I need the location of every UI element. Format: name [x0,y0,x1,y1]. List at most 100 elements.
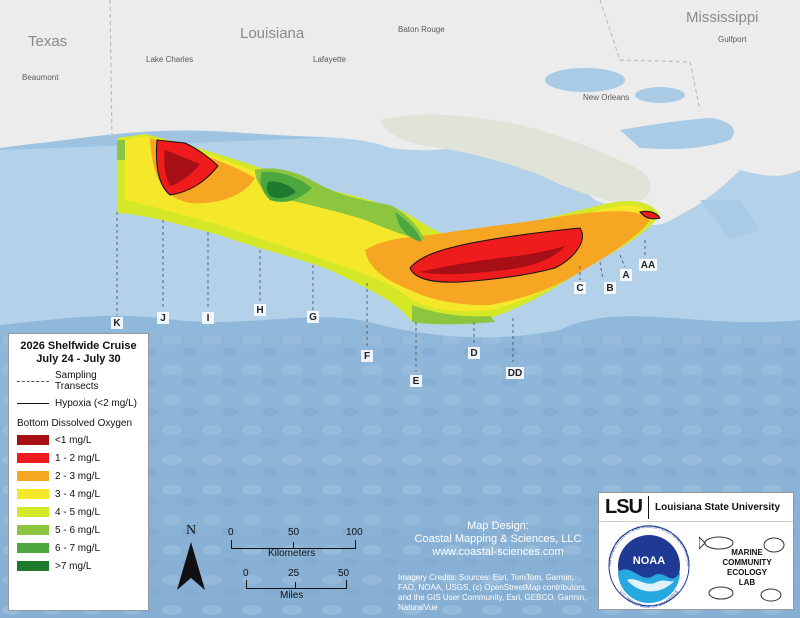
transect-label-bg [254,304,266,316]
wetlands [380,114,651,205]
crab-icon-2 [760,588,782,602]
legend-swatch [17,507,49,517]
transect-label-bg [307,311,319,323]
city-label-lake-charles: Lake Charles [146,55,193,64]
state-label-mississippi: Mississippi [686,9,759,26]
scale-bar: 0 50 100 Kilometers 0 25 50 Miles [218,520,363,610]
shell-icon [763,537,785,553]
transect-label-bg [410,375,422,387]
legend-class-row: 2 - 3 mg/L [17,467,140,485]
legend-class-row: 6 - 7 mg/L [17,539,140,557]
city-label-lafayette: Lafayette [313,55,346,64]
design-line-3: www.coastal-sciences.com [432,546,564,558]
legend-row-hypoxia: Hypoxia (<2 mg/L) [17,394,140,412]
bays [620,118,734,150]
state-boundary [599,0,701,111]
imagery-line-3: and the GIS User Community, Esri, GEBCO,… [398,593,587,602]
legend-class-row: 4 - 5 mg/L [17,503,140,521]
legend-class-label: >7 mg/L [55,560,92,572]
transect-label-bg [157,312,169,324]
legend-swatch [17,435,49,445]
transect-label: AA [641,260,655,271]
legend-row-sampling: Sampling Transects [17,370,140,392]
km-tick-50: 50 [288,527,300,538]
legend-class-label: 1 - 2 mg/L [55,452,101,464]
km-tick-0: 0 [228,527,234,538]
mi-bar [246,580,347,589]
do-zone-5-6 [117,140,495,325]
logo-panel: LSU Louisiana State University NATIONAL … [598,492,794,610]
mcel-logo: MARINE COMMUNITY ECOLOGY LAB [699,536,785,602]
hypoxia-outline [155,139,219,196]
legend-class-row: 3 - 4 mg/L [17,485,140,503]
legend-class-row: <1 mg/L [17,431,140,449]
transect-label: J [160,313,166,324]
solid-line-swatch [17,402,49,404]
noaa-label: NOAA [633,555,665,567]
city-label-baton-rouge: Baton Rouge [398,25,445,34]
transect-label-bg [506,367,524,379]
legend-class-row: >7 mg/L [17,557,140,575]
legend-class-label: 4 - 5 mg/L [55,506,101,518]
transect-label-bg [639,259,657,271]
credits: Map Design: Coastal Mapping & Sciences, … [398,520,598,613]
transect-label: B [606,283,613,294]
transect-label: E [413,376,420,387]
city-label-gulfport: Gulfport [718,35,747,44]
legend-class-label: 5 - 6 mg/L [55,524,101,536]
legend-swatch [17,453,49,463]
imagery-line-4: NaturalVue [398,603,438,612]
transect-label: A [622,270,629,281]
transect-label: K [113,318,121,329]
imagery-line-2: FAO, NOAA, USGS, (c) OpenStreetMap contr… [398,583,587,592]
north-label: N [186,523,196,538]
transect-label: C [576,283,583,294]
city-label-new-orleans: New Orleans [583,93,629,102]
legend-swatch [17,561,49,571]
legend-class-row: 5 - 6 mg/L [17,521,140,539]
crab-icon [708,586,734,600]
fish-icon [704,536,734,550]
mi-tick-25: 25 [288,568,300,579]
transect-label: H [256,305,263,316]
legend-title: 2026 Shelfwide Cruise [20,340,137,352]
mcel-line-3: ECOLOGY [727,568,768,577]
transect-label-bg [620,269,632,281]
lsu-name: Louisiana State University [655,501,781,513]
mi-tick-50: 50 [338,568,350,579]
lake-pontchartrain [545,68,625,92]
legend-class-label: 6 - 7 mg/L [55,542,101,554]
legend-class-label: <1 mg/L [55,434,92,446]
state-label-texas: Texas [28,33,67,50]
transect-label-bg [111,317,123,329]
dashed-line-swatch [17,380,49,382]
transect-label-bg [604,282,616,294]
mcel-line-2: COMMUNITY [722,558,772,567]
north-arrow-icon [177,542,191,590]
legend-class-row: 1 - 2 mg/L [17,449,140,467]
transect-label-bg [574,282,586,294]
design-line-2: Coastal Mapping & Sciences, LLC [414,533,582,545]
city-label-beaumont: Beaumont [22,73,59,82]
mcel-line-1: MARINE [731,548,763,557]
transect-label: G [309,312,317,323]
transect-label-bg [468,347,480,359]
noaa-logo: NATIONAL OCEANIC AND ATMOSPHERIC ADMINIS… [607,524,691,609]
do-zone-over-7 [266,181,296,199]
do-zone-under-1 [164,150,566,275]
legend-swatch [17,543,49,553]
lsu-logo: LSU [605,495,649,519]
km-bar [231,540,356,549]
sampling-transects [116,212,646,372]
legend-class-label: 2 - 3 mg/L [55,470,101,482]
legend-swatch [17,471,49,481]
legend-swatch [17,489,49,499]
legend-do-title: Bottom Dissolved Oxygen [17,418,133,429]
design-line-1: Map Design: [467,520,529,532]
hypoxia-outline [409,227,583,283]
legend-dates: July 24 - July 30 [36,353,121,365]
north-arrow: N [177,523,205,590]
do-zone-1-2 [156,140,660,283]
mi-tick-0: 0 [243,568,249,579]
